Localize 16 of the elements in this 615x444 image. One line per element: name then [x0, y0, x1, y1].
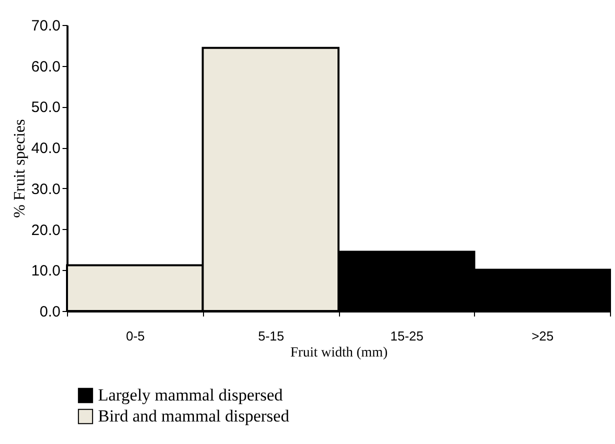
y-tick-label: 40.0	[31, 140, 60, 158]
y-tick-label: 70.0	[31, 18, 60, 34]
y-tick-label: 30.0	[31, 180, 60, 198]
x-axis-title: Fruit width (mm)	[290, 346, 388, 360]
legend-label: Largely mammal dispersed	[98, 386, 284, 404]
x-tick-label: 0-5	[126, 328, 145, 344]
y-tick-label: 50.0	[31, 99, 60, 116]
x-tick-label: 15-25	[390, 328, 424, 344]
legend-label: Bird and mammal dispersed	[98, 406, 290, 426]
y-tick-label: 0.0	[40, 304, 60, 320]
x-tick-label: >25	[532, 328, 554, 344]
y-tick-label: 10.0	[31, 262, 60, 280]
y-tick-label: 20.0	[31, 222, 60, 239]
x-tick-label: 5-15	[258, 328, 284, 344]
y-axis-title: % Fruit species	[11, 119, 28, 218]
y-tick-label: 60.0	[31, 58, 60, 76]
